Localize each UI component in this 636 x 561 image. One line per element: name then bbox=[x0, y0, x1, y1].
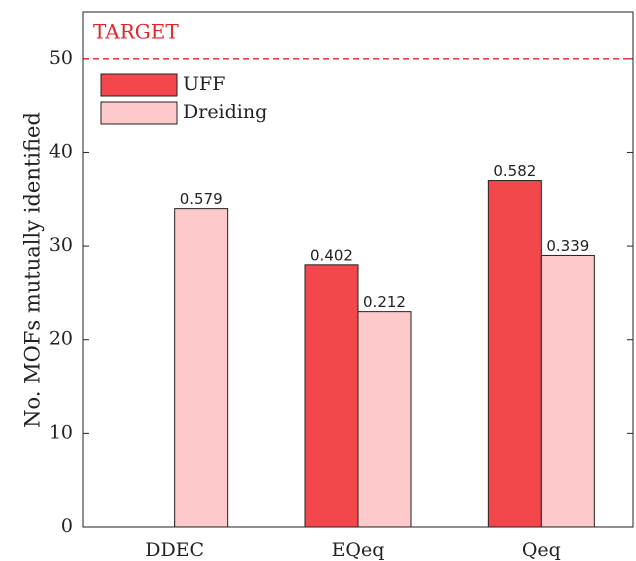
plot-frame bbox=[82, 11, 634, 528]
x-tick-label: DDEC bbox=[145, 539, 204, 561]
y-tick-label: 40 bbox=[49, 140, 73, 162]
x-tick-label: EQeq bbox=[332, 539, 385, 561]
legend-label: UFF bbox=[183, 73, 225, 95]
legend-label: Dreiding bbox=[183, 101, 267, 123]
bar bbox=[487, 180, 542, 528]
y-tick-label: 30 bbox=[49, 234, 73, 256]
bar bbox=[357, 311, 412, 528]
target-label: TARGET bbox=[93, 19, 179, 43]
bar bbox=[304, 264, 359, 528]
legend-swatch bbox=[100, 73, 178, 97]
x-tick-label: Qeq bbox=[522, 539, 561, 561]
bar-label: 0.579 bbox=[180, 190, 223, 208]
y-tick-label: 20 bbox=[49, 328, 73, 350]
bar-label: 0.339 bbox=[546, 237, 589, 255]
bar bbox=[540, 254, 595, 528]
legend-swatch bbox=[100, 101, 178, 125]
y-tick-label: 10 bbox=[49, 421, 73, 443]
bar-label: 0.212 bbox=[363, 293, 406, 311]
bar bbox=[174, 208, 229, 528]
bar-label: 0.582 bbox=[493, 162, 536, 180]
y-tick-label: 0 bbox=[61, 515, 73, 537]
y-tick-label: 50 bbox=[49, 47, 73, 69]
bar-label: 0.402 bbox=[310, 246, 353, 264]
y-axis-label: No. MOFs mutually identified bbox=[21, 112, 45, 428]
